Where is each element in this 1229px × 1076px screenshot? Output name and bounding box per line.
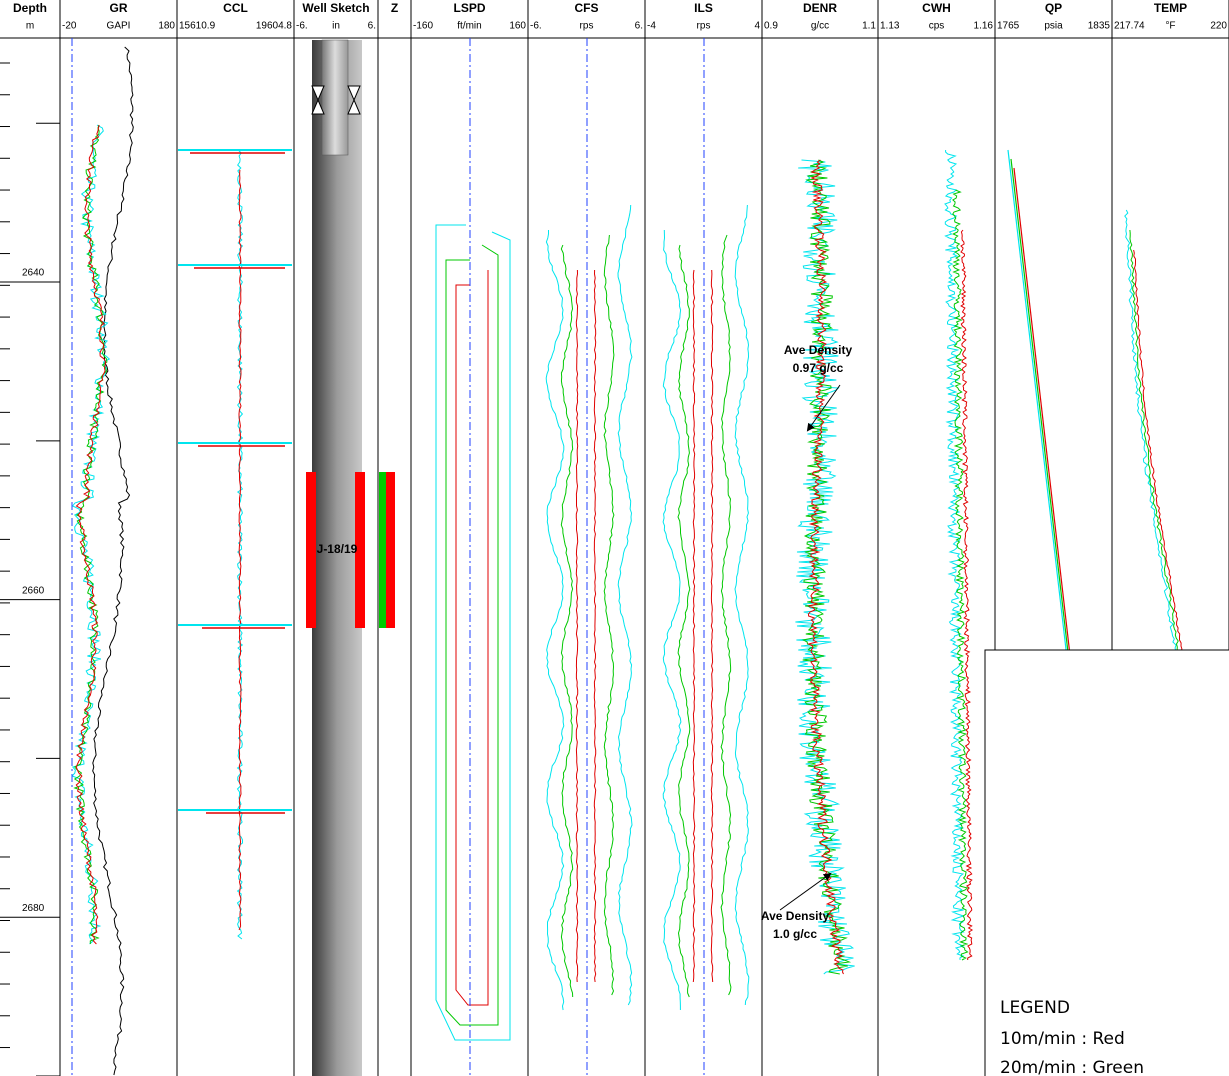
track-title: TEMP (1154, 1, 1187, 15)
track-title: QP (1045, 1, 1062, 15)
scale-min: 0.9 (764, 21, 778, 32)
scale-min: 15610.9 (179, 21, 216, 32)
scale-min: -160 (413, 21, 433, 32)
annotation: Ave Density (761, 909, 830, 923)
scale-min: 1.13 (880, 21, 900, 32)
track-title: GR (110, 1, 128, 15)
zone-label: J-18/19 (317, 542, 358, 556)
legend-title: LEGEND (1000, 998, 1070, 1018)
track-title: Well Sketch (302, 1, 369, 15)
scale-min: -20 (62, 21, 77, 32)
depth-label: 2660 (22, 585, 45, 596)
annotation: 1.0 g/cc (773, 927, 817, 941)
perforation (306, 472, 316, 628)
annotation: 0.97 g/cc (793, 361, 844, 375)
well-log: J-18/19 Depth m GR GAPI -20 180 CCL 15610.9 1960… (0, 0, 1229, 1076)
track-unit: GAPI (107, 21, 131, 32)
scale-max: 160 (509, 21, 526, 32)
scale-max: 19604.8 (256, 21, 293, 32)
track-unit: cps (929, 21, 945, 32)
track-unit: g/cc (811, 21, 829, 32)
zone-marker (386, 472, 395, 628)
annotation: Ave Density (784, 343, 853, 357)
track-title: LSPD (453, 1, 485, 15)
track-unit: rps (697, 21, 711, 32)
legend-entry: 20m/min : Green (1000, 1058, 1144, 1076)
track-unit: m (26, 21, 34, 32)
track-title: CCL (223, 1, 248, 15)
track-unit: rps (580, 21, 594, 32)
scale-min: -6. (296, 21, 308, 32)
scale-max: 1.1 (862, 21, 876, 32)
track-title: CFS (575, 1, 599, 15)
scale-max: 1.16 (974, 21, 994, 32)
legend-entry: 10m/min : Red (1000, 1029, 1125, 1049)
track-title: CWH (922, 1, 951, 15)
scale-max: 180 (158, 21, 175, 32)
scale-min: 1765 (997, 21, 1020, 32)
zone-marker (379, 472, 386, 628)
scale-min: -6. (530, 21, 542, 32)
scale-max: 4 (754, 21, 760, 32)
track-unit: ft/min (457, 21, 481, 32)
casing (312, 40, 362, 1076)
track-unit: °F (1165, 21, 1175, 32)
track-unit: psia (1044, 21, 1063, 32)
scale-max: 6. (635, 21, 643, 32)
track-title: Depth (13, 1, 47, 15)
legend: LEGEND 10m/min : Red 20m/min : Green (985, 650, 1229, 1076)
scale-max: 220 (1210, 21, 1227, 32)
track-unit: in (332, 21, 340, 32)
scale-min: -4 (647, 21, 656, 32)
depth-label: 2640 (22, 268, 45, 279)
track-title: ILS (694, 1, 713, 15)
track-title: Z (391, 1, 398, 15)
depth-label: 2680 (22, 903, 45, 914)
scale-max: 1835 (1088, 21, 1111, 32)
tubing (322, 40, 348, 155)
track-title: DENR (803, 1, 837, 15)
scale-max: 6. (368, 21, 376, 32)
scale-min: 217.74 (1114, 21, 1145, 32)
